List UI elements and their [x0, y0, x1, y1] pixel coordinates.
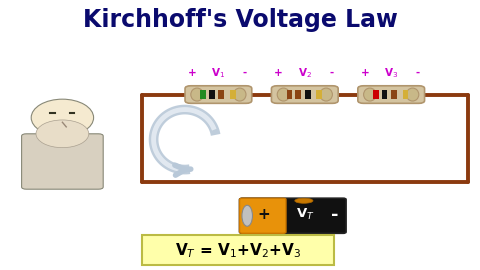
Bar — [391, 90, 397, 99]
Text: +: + — [360, 68, 369, 77]
Ellipse shape — [242, 205, 252, 226]
Bar — [209, 90, 215, 99]
Bar — [200, 90, 206, 99]
Text: -: - — [416, 68, 420, 77]
Ellipse shape — [36, 120, 89, 148]
Text: -: - — [331, 205, 338, 224]
FancyBboxPatch shape — [185, 86, 252, 103]
Ellipse shape — [191, 88, 204, 101]
Bar — [382, 90, 387, 99]
FancyBboxPatch shape — [142, 235, 334, 265]
Bar — [373, 90, 379, 99]
Text: +: + — [258, 207, 270, 222]
Text: V$_T$: V$_T$ — [296, 207, 314, 222]
Text: +: + — [274, 68, 283, 77]
Text: +: + — [188, 68, 196, 77]
Ellipse shape — [31, 99, 94, 136]
Ellipse shape — [364, 88, 376, 101]
Bar — [295, 90, 301, 99]
Ellipse shape — [406, 88, 419, 101]
Text: -: - — [329, 68, 333, 77]
Text: V$_3$: V$_3$ — [384, 66, 398, 80]
Ellipse shape — [277, 88, 290, 101]
Text: V$_T$ = V$_1$+V$_2$+V$_3$: V$_T$ = V$_1$+V$_2$+V$_3$ — [175, 241, 300, 260]
Bar — [316, 90, 322, 99]
FancyBboxPatch shape — [358, 86, 424, 103]
Text: V$_1$: V$_1$ — [211, 66, 226, 80]
Bar — [287, 90, 292, 99]
Bar — [305, 90, 311, 99]
Bar — [230, 90, 236, 99]
Bar — [403, 90, 408, 99]
Ellipse shape — [233, 88, 246, 101]
FancyBboxPatch shape — [240, 198, 346, 233]
Text: -: - — [243, 68, 247, 77]
Ellipse shape — [320, 88, 332, 101]
Ellipse shape — [295, 198, 313, 203]
FancyBboxPatch shape — [272, 86, 338, 103]
Text: Kirchhoff's Voltage Law: Kirchhoff's Voltage Law — [83, 8, 397, 32]
Text: V$_2$: V$_2$ — [298, 66, 312, 80]
Bar — [218, 90, 224, 99]
FancyBboxPatch shape — [240, 198, 286, 233]
FancyBboxPatch shape — [22, 134, 103, 189]
